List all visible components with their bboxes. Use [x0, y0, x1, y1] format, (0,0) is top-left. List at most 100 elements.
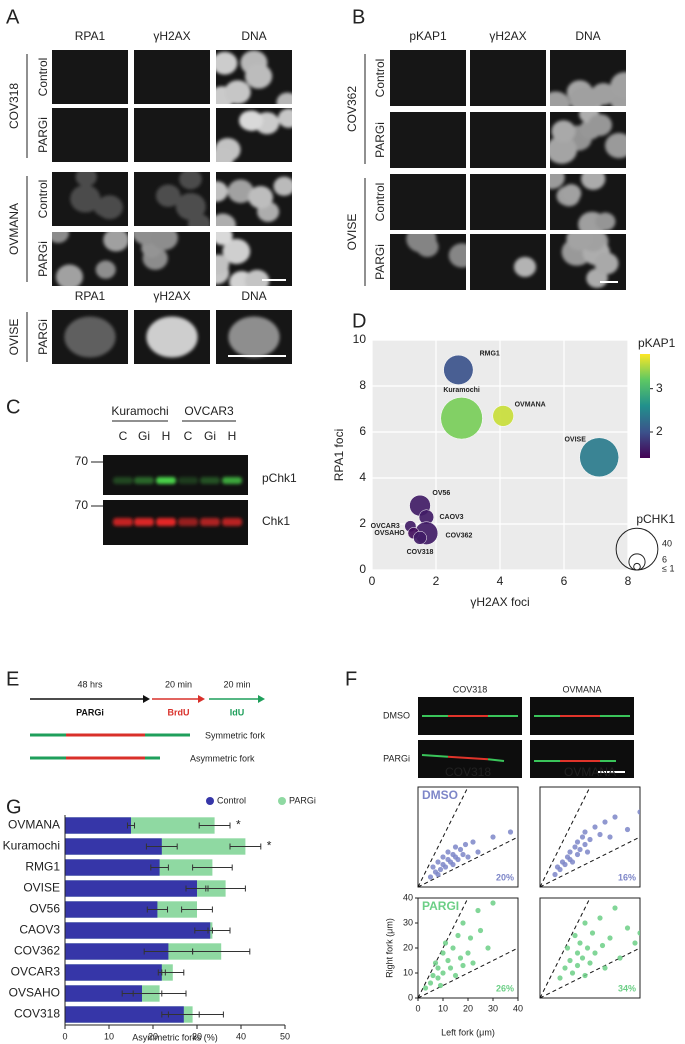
panel-letter: C	[6, 396, 20, 418]
x-tick-label: 20	[463, 1003, 473, 1013]
point	[579, 955, 586, 961]
step-time: 48 hrs	[77, 679, 103, 689]
step-time: 20 min	[165, 679, 192, 689]
point	[602, 965, 608, 971]
nucleus	[146, 316, 198, 358]
point	[450, 861, 456, 868]
column-header: RPA1	[75, 29, 106, 43]
row-label: DMSO	[383, 710, 410, 720]
column-header: OVMANA	[562, 684, 601, 694]
nuclei	[550, 71, 626, 106]
point	[440, 854, 446, 860]
bar	[65, 964, 162, 981]
colorbar-title: pKAP1	[638, 336, 676, 350]
error-bar	[229, 843, 262, 850]
point	[452, 972, 459, 979]
micrograph	[390, 50, 466, 106]
reference-line	[539, 836, 641, 888]
point	[582, 920, 588, 926]
point	[562, 965, 568, 971]
point	[460, 851, 466, 858]
point	[557, 866, 563, 873]
fiber	[421, 754, 449, 758]
bubble-label: RMG1	[480, 351, 500, 358]
bubble-label: CAOV3	[439, 514, 463, 521]
panel-letter: B	[352, 6, 365, 28]
column-header: RPA1	[75, 289, 106, 303]
arrow-head	[198, 695, 205, 703]
column-header: γH2AX	[153, 29, 190, 43]
column-header: γH2AX	[153, 289, 190, 303]
bubble-label: OVSAHO	[374, 530, 405, 537]
lane-label: C	[119, 429, 128, 443]
panel-letter: E	[6, 668, 19, 690]
blot	[103, 455, 248, 495]
percent-label: 16%	[618, 872, 636, 882]
point	[435, 975, 441, 981]
point	[602, 819, 608, 825]
point	[607, 834, 613, 840]
panel-letter: A	[6, 6, 20, 28]
x-tick-label: 20	[148, 1031, 158, 1041]
error-bar	[192, 864, 233, 871]
nuclei	[216, 108, 292, 162]
column-header: pKAP1	[409, 29, 447, 43]
nuclei	[70, 172, 123, 220]
legend-label: PARGi	[289, 795, 316, 805]
error-bar	[192, 948, 251, 955]
percent-label: 26%	[496, 983, 514, 993]
nucleus	[551, 120, 576, 143]
point	[467, 935, 474, 941]
point	[437, 866, 444, 873]
nucleus	[581, 174, 606, 190]
arrow-head	[258, 695, 265, 703]
nucleus	[550, 174, 565, 189]
reference-line	[417, 836, 519, 888]
nuclei	[146, 316, 198, 358]
band	[113, 477, 133, 484]
nuclei	[513, 256, 537, 277]
x-tick-label: 10	[438, 1003, 448, 1013]
nuclei	[561, 234, 619, 289]
point	[452, 844, 459, 850]
percent-label: 34%	[618, 983, 636, 993]
bubble	[443, 354, 474, 385]
column-header: γH2AX	[489, 29, 526, 43]
bubble-label: OVISE	[564, 437, 586, 444]
column-header: COV318	[453, 684, 488, 694]
fork-label: Symmetric fork	[205, 730, 266, 740]
nucleus	[216, 232, 233, 246]
point	[582, 829, 588, 835]
error-bar	[161, 1011, 224, 1018]
point	[432, 960, 439, 966]
x-tick-label: 0	[415, 1003, 420, 1013]
lane-label: H	[228, 429, 237, 443]
nuclei	[228, 316, 280, 358]
significance-marker: *	[267, 839, 272, 853]
nucleus	[55, 264, 83, 286]
point	[597, 915, 603, 921]
bubble	[492, 405, 514, 427]
y-tick-label: 20	[403, 942, 413, 952]
bubbles	[404, 354, 619, 545]
point	[624, 925, 631, 931]
bubble-label: Kuramochi	[443, 387, 480, 394]
bar	[65, 817, 131, 834]
bar	[65, 901, 158, 918]
nuclei	[155, 172, 210, 226]
point	[465, 950, 471, 956]
point	[475, 907, 481, 914]
y-tick-label: OVISE	[23, 881, 60, 895]
y-tick-label: 40	[403, 892, 413, 902]
nuclei	[216, 176, 292, 226]
y-tick-label: OVCAR3	[11, 965, 61, 979]
size-marker: 70	[75, 498, 89, 512]
reference-line	[539, 897, 591, 999]
x-tick-label: 10	[104, 1031, 114, 1041]
nucleus	[151, 232, 178, 251]
lane-label: Gi	[204, 429, 216, 443]
point	[582, 841, 588, 848]
point	[440, 970, 446, 976]
point	[445, 957, 451, 964]
fiber	[487, 758, 505, 762]
